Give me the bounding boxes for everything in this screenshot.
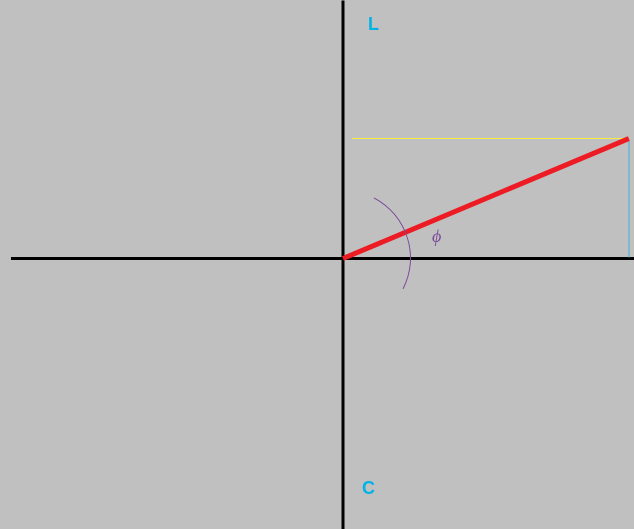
vertical-projection-line — [629, 141, 630, 257]
vector-diagram: ϕ L C — [0, 0, 634, 529]
axis-label-l: L — [368, 14, 379, 35]
angle-label: ϕ — [432, 226, 441, 247]
horizontal-projection-line — [352, 138, 626, 139]
axis-label-c: C — [362, 478, 375, 499]
angle-arc — [257, 172, 428, 343]
